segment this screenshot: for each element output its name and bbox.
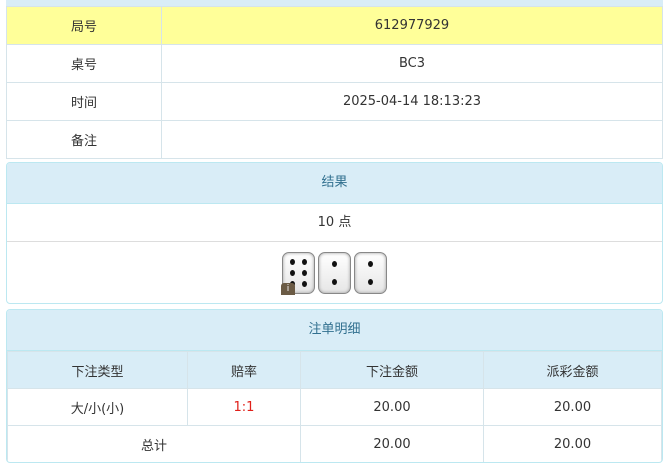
header-row: 下注类型 赔率 下注金额 派彩金额 [7, 351, 662, 389]
round-info-table: 局号 612977929 桌号 BC3 时间 2025-04-14 18:13:23 … [6, 6, 663, 159]
die-pip [290, 270, 295, 276]
die-pip [302, 259, 307, 265]
result-panel: 结果 10 点 i [6, 162, 663, 304]
die-pip [368, 279, 373, 285]
table-row: 大/小(小) 1:1 20.00 20.00 [7, 388, 662, 426]
total-row: 总计 20.00 20.00 [7, 425, 662, 462]
label: 局号 [6, 6, 162, 45]
die-pip [332, 279, 337, 285]
die-pip [332, 261, 337, 267]
time: 2025-04-14 18:13:23 [161, 82, 663, 121]
info-icon[interactable]: i [281, 283, 295, 295]
time-row: 时间 2025-04-14 18:13:23 [6, 82, 663, 121]
dice-row: i [7, 242, 662, 303]
bet-detail-panel: 注单明细 下注类型 赔率 下注金额 派彩金额 大/小(小) 1:1 20.00 … [6, 309, 663, 463]
col-amount: 下注金额 [300, 351, 484, 389]
col-type: 下注类型 [7, 351, 188, 389]
total-payout: 20.00 [483, 425, 662, 462]
odds: 1:1 [187, 388, 301, 426]
round-id-row: 局号 612977929 [6, 6, 663, 45]
table-id-row: 桌号 BC3 [6, 44, 663, 83]
total-label: 总计 [7, 425, 301, 462]
die-pip [368, 261, 373, 267]
remark-row: 备注 [6, 120, 663, 159]
result-title: 结果 [7, 163, 662, 204]
die-pip [290, 259, 295, 265]
label: 桌号 [6, 44, 162, 83]
col-payout: 派彩金额 [483, 351, 662, 389]
bet-detail-table: 下注类型 赔率 下注金额 派彩金额 大/小(小) 1:1 20.00 20.00… [7, 351, 662, 462]
bet-amount: 20.00 [300, 388, 484, 426]
col-odds: 赔率 [187, 351, 301, 389]
payout: 20.00 [483, 388, 662, 426]
round-id: 612977929 [161, 6, 663, 45]
total-amount: 20.00 [300, 425, 484, 462]
table-id: BC3 [161, 44, 663, 83]
die-6: i [281, 252, 315, 295]
label: 时间 [6, 82, 162, 121]
top-strip [6, 0, 663, 6]
result-points: 10 点 [7, 204, 662, 242]
remark [161, 120, 663, 159]
die-pip [302, 281, 307, 287]
die-pip [302, 270, 307, 276]
bet-type: 大/小(小) [7, 388, 188, 426]
label: 备注 [6, 120, 162, 159]
die-2 [318, 252, 351, 294]
bet-detail-title: 注单明细 [7, 310, 662, 351]
die-2 [354, 252, 387, 294]
